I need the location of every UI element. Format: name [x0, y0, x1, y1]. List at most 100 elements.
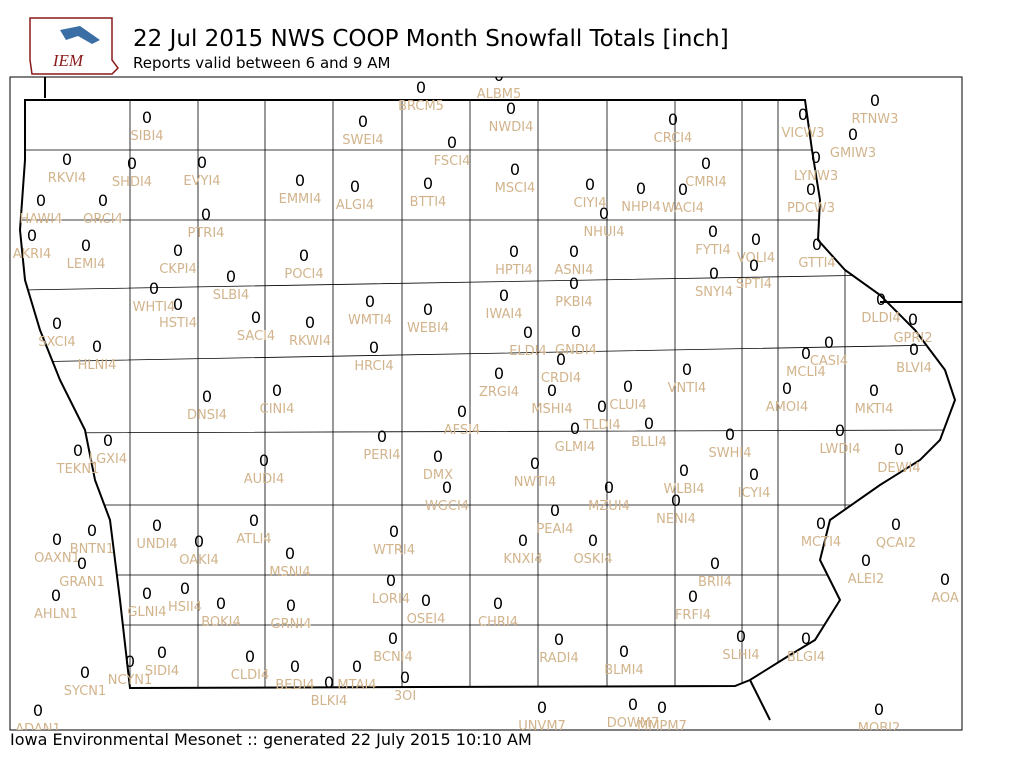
station-value: 0: [547, 381, 557, 400]
station-label: NENI4: [656, 512, 696, 527]
station-value: 0: [27, 226, 37, 245]
station-label: ALGI4: [336, 198, 374, 213]
station-value: 0: [657, 698, 667, 717]
station-value: 0: [457, 402, 467, 421]
station-label: WMTI4: [348, 313, 392, 328]
station-label: MSCI4: [495, 181, 536, 196]
station-value: 0: [806, 180, 816, 199]
station-label: CINI4: [260, 402, 295, 417]
station-label: SPTI4: [736, 277, 772, 292]
station-label: WEBI4: [407, 321, 449, 336]
title: 22 Jul 2015 NWS COOP Month Snowfall Tota…: [133, 26, 729, 52]
station-value: 0: [751, 230, 761, 249]
station-label: FYTI4: [695, 243, 730, 258]
station-value: 0: [518, 531, 528, 550]
station-label: HPTI4: [495, 263, 533, 278]
station-label: LYNW3: [794, 169, 838, 184]
station-value: 0: [710, 554, 720, 573]
station-label: CKPI4: [159, 262, 197, 277]
station-value: 0: [894, 440, 904, 459]
station-label: MZUI4: [588, 499, 630, 514]
station-label: RKWI4: [289, 334, 331, 349]
station-value: 0: [350, 177, 360, 196]
station-value: 0: [585, 175, 595, 194]
station-label: QCAI2: [876, 536, 916, 551]
station-label: PERI4: [363, 448, 400, 463]
station-value: 0: [701, 154, 711, 173]
neighbor-border: [44, 77, 962, 721]
station-label: OSEI4: [407, 612, 446, 627]
station-value: 0: [940, 570, 950, 589]
station-label: FSCI4: [434, 154, 471, 169]
station-value: 0: [433, 447, 443, 466]
station-value: 0: [811, 148, 821, 167]
station-label: NWTI4: [514, 475, 557, 490]
station-label: BRII4: [698, 575, 732, 590]
station-label: VICW3: [782, 126, 825, 141]
station-label: BLKI4: [311, 694, 348, 709]
station-label: SACI4: [237, 329, 275, 344]
station-label: SNYI4: [695, 285, 733, 300]
station-value: 0: [142, 108, 152, 127]
station-label: MTAI4: [337, 678, 376, 693]
station-value: 0: [389, 522, 399, 541]
station-value: 0: [272, 381, 282, 400]
station-value: 0: [377, 427, 387, 446]
station-value: 0: [671, 491, 681, 510]
station-value: 0: [506, 99, 516, 118]
station-label: NWDI4: [489, 120, 534, 135]
station-label: CMRI4: [685, 175, 726, 190]
station-label: SWEI4: [342, 133, 383, 148]
station-value: 0: [569, 242, 579, 261]
station-label: ZRGI4: [479, 385, 519, 400]
station-value: 0: [682, 360, 692, 379]
station-label: BLGI4: [787, 650, 825, 665]
station-label: DNSI4: [187, 408, 227, 423]
station-value: 0: [494, 364, 504, 383]
station-label: AUDI4: [244, 472, 285, 487]
station-label: WGCI4: [425, 499, 469, 514]
station-label: TEKN1: [56, 462, 100, 477]
station-label: HRCI4: [354, 359, 393, 374]
station-value: 0: [824, 333, 834, 352]
station-value: 0: [173, 295, 183, 314]
station-label: ASNI4: [555, 263, 594, 278]
station-label: ADAN1: [15, 722, 61, 737]
station-value: 0: [493, 594, 503, 613]
station-value: 0: [876, 290, 886, 309]
station-value: 0: [801, 629, 811, 648]
station-value: 0: [305, 313, 315, 332]
station-value: 0: [369, 338, 379, 357]
station-value: 0: [77, 554, 87, 573]
station-label: SIDI4: [145, 664, 179, 679]
station-label: WLBI4: [663, 482, 704, 497]
station-label: UNDI4: [136, 537, 177, 552]
station-value: 0: [216, 594, 226, 613]
station-label: AMOI4: [766, 400, 808, 415]
station-value: 0: [782, 379, 792, 398]
footer: Iowa Environmental Mesonet :: generated …: [10, 730, 532, 749]
station-value: 0: [588, 531, 598, 550]
station-label: RADI4: [539, 651, 579, 666]
station-value: 0: [891, 515, 901, 534]
station-value: 0: [416, 78, 426, 97]
station-label: CHRI4: [478, 615, 518, 630]
station-value: 0: [509, 242, 519, 261]
station-value: 0: [550, 501, 560, 520]
map-layer: 0 SIBI4 0 SWEI4 0 BRCM5 0 ALBM5 0 NWDI4 0 CRCI4 0 VIC…: [13, 77, 962, 737]
station-value: 0: [510, 160, 520, 179]
station-value: 0: [869, 381, 879, 400]
station-value: 0: [909, 340, 919, 359]
station-label: UNVM7: [518, 719, 566, 734]
station-label: OAXN1: [34, 551, 80, 566]
station-value: 0: [688, 587, 698, 606]
station-label: MSNI4: [269, 565, 310, 580]
station-label: GLMI4: [555, 440, 596, 455]
station-label: ALEI2: [848, 572, 884, 587]
station-value: 0: [324, 673, 334, 692]
station-label: BRCM5: [398, 99, 444, 114]
station-label: ELDI4: [509, 344, 547, 359]
station-value: 0: [173, 241, 183, 260]
station-label: NHUI4: [583, 225, 624, 240]
station-label: PEAI4: [536, 522, 573, 537]
